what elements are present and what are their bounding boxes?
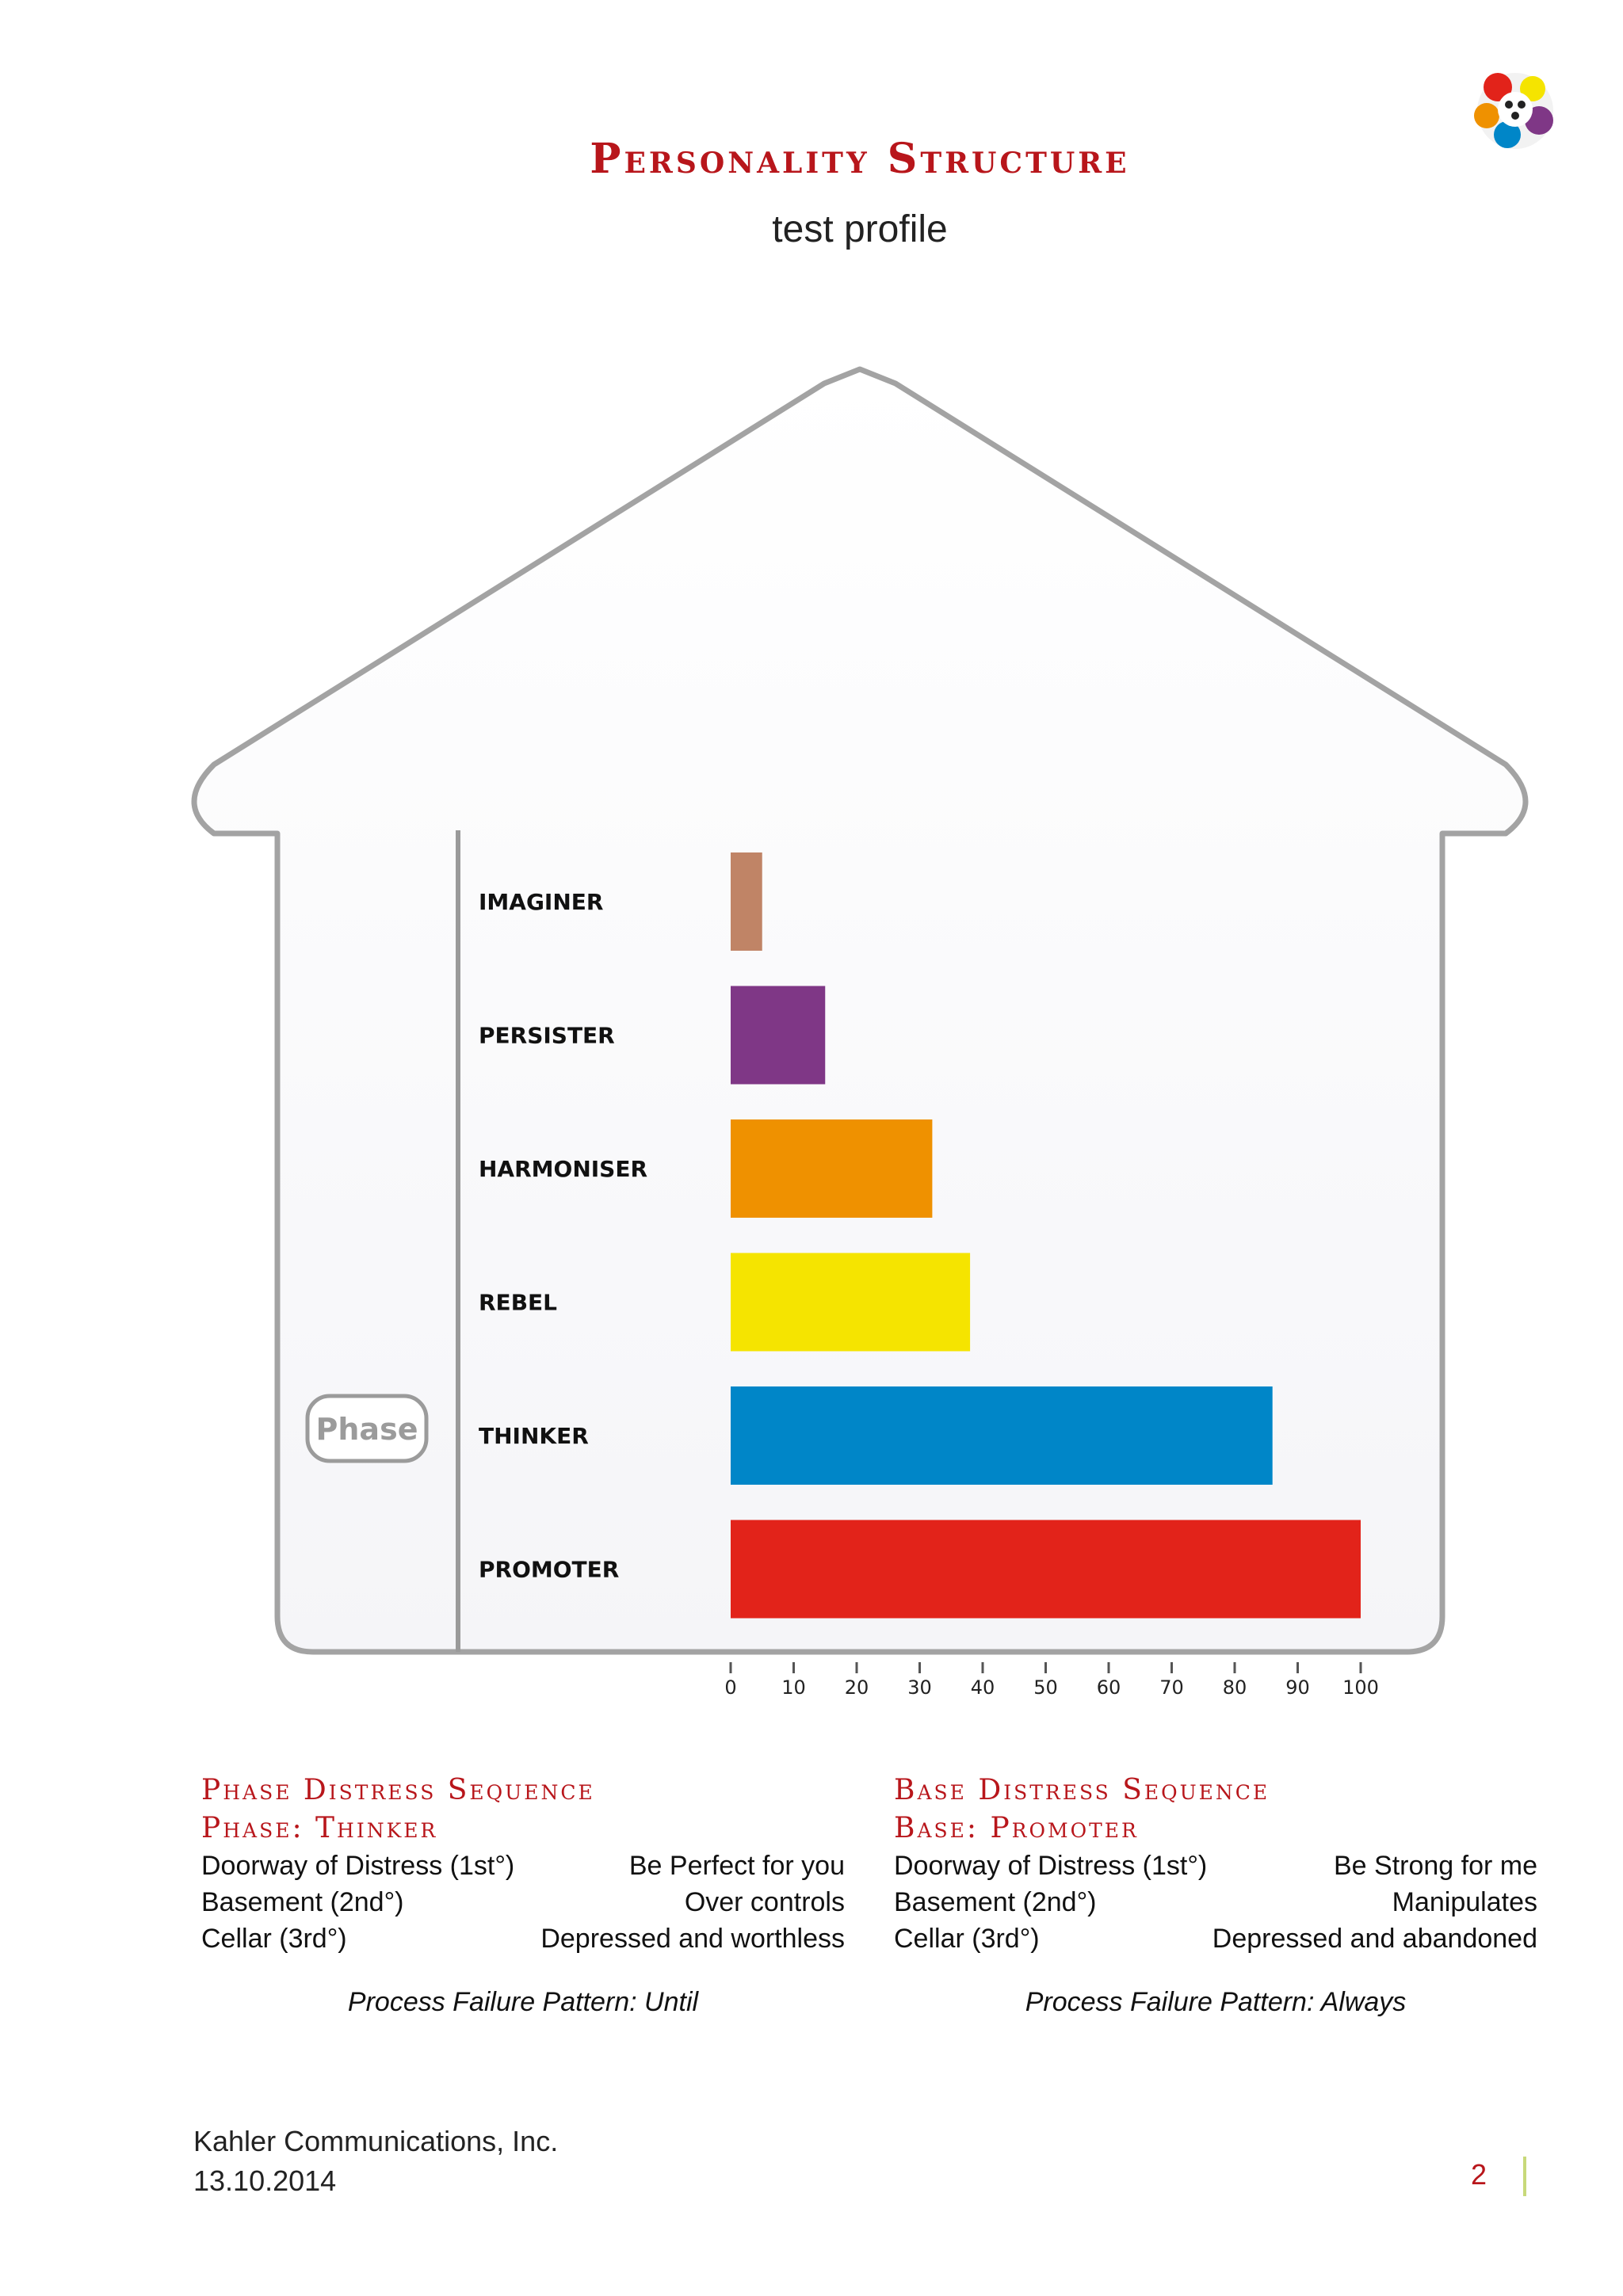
base-row-label: Basement (2nd°)	[894, 1887, 1097, 1917]
bar-harmoniser	[731, 1119, 933, 1218]
x-tick-label: 70	[1159, 1676, 1184, 1699]
base-row-label: Doorway of Distress (1st°)	[894, 1851, 1208, 1881]
x-tick-label: 40	[971, 1676, 995, 1699]
category-label-rebel: REBEL	[479, 1290, 557, 1316]
x-tick-label: 10	[781, 1676, 806, 1699]
footer-company: Kahler Communications, Inc.	[193, 2125, 559, 2157]
page-number-bar	[1523, 2157, 1526, 2196]
page-title: Personality Structure	[590, 135, 1130, 183]
bar-imaginer	[731, 852, 762, 951]
phase-sequence-title: Phase Distress Sequence	[201, 1774, 595, 1806]
phase-row-basement: Basement (2nd°) Over controls	[201, 1884, 845, 1920]
house-outline	[191, 366, 1529, 1655]
x-tick-label: 0	[724, 1676, 736, 1699]
phase-badge: Phase	[305, 1394, 429, 1463]
category-label-persister: PERSISTER	[479, 1023, 615, 1049]
phase-row-value: Depressed and worthless	[540, 1924, 845, 1954]
page-subtitle: test profile	[772, 208, 948, 250]
bar-persister	[731, 986, 826, 1085]
base-row-cellar: Cellar (3rd°) Depressed and abandoned	[894, 1920, 1537, 1957]
phase-row-cellar: Cellar (3rd°) Depressed and worthless	[201, 1920, 845, 1957]
base-row-value: Be Strong for me	[1333, 1851, 1537, 1881]
house-chart: IMAGINER PERSISTER HARMONISER REBEL THINKER P…	[191, 366, 1529, 1699]
base-row-value: Depressed and abandoned	[1212, 1924, 1537, 1954]
chart-plot: IMAGINER PERSISTER HARMONISER REBEL THINKER P…	[479, 852, 1361, 1619]
phase-distress-sequence: Phase Distress Sequence Phase: Thinker D…	[201, 1772, 845, 1957]
x-tick-label: 80	[1223, 1676, 1247, 1699]
x-tick-label: 100	[1342, 1676, 1379, 1699]
x-tick-label: 60	[1097, 1676, 1121, 1699]
base-row-value: Manipulates	[1392, 1887, 1537, 1917]
base-row-label: Cellar (3rd°)	[894, 1924, 1040, 1954]
bar-thinker	[731, 1386, 1273, 1485]
phase-row-value: Over controls	[684, 1887, 845, 1917]
phase-row-value: Be Perfect for you	[628, 1851, 845, 1881]
bar-rebel	[731, 1253, 971, 1352]
x-tick-label: 30	[907, 1676, 932, 1699]
base-sequence-subtitle: Base: Promoter	[894, 1812, 1139, 1844]
phase-process-failure: Process Failure Pattern: Until	[347, 1987, 699, 2017]
base-row-basement: Basement (2nd°) Manipulates	[894, 1884, 1537, 1920]
base-distress-sequence: Base Distress Sequence Base: Promoter Do…	[894, 1772, 1537, 1957]
x-tick-label: 90	[1285, 1676, 1310, 1699]
phase-row-label: Cellar (3rd°)	[201, 1924, 347, 1954]
category-label-harmoniser: HARMONISER	[479, 1156, 647, 1182]
footer-date: 13.10.2014	[193, 2164, 337, 2197]
base-process-failure: Process Failure Pattern: Always	[1025, 1987, 1407, 2017]
category-label-imaginer: IMAGINER	[479, 889, 603, 915]
footer: Kahler Communications, Inc. 13.10.2014	[193, 2122, 558, 2201]
category-label-promoter: PROMOTER	[479, 1557, 619, 1583]
phase-row-doorway: Doorway of Distress (1st°) Be Perfect fo…	[201, 1848, 845, 1884]
x-tick-label: 50	[1033, 1676, 1058, 1699]
phase-row-label: Doorway of Distress (1st°)	[201, 1851, 515, 1881]
base-row-doorway: Doorway of Distress (1st°) Be Strong for…	[894, 1848, 1537, 1884]
x-tick-label: 20	[845, 1676, 869, 1699]
phase-sequence-subtitle: Phase: Thinker	[201, 1812, 438, 1844]
bar-promoter	[731, 1520, 1361, 1619]
colorful-figures-logo-icon	[1474, 73, 1553, 149]
x-axis: 0 10 20 30 40 50 60 70 80 90 100	[724, 1662, 1379, 1699]
base-sequence-title: Base Distress Sequence	[894, 1774, 1270, 1806]
phase-row-label: Basement (2nd°)	[201, 1887, 404, 1917]
category-label-thinker: THINKER	[479, 1423, 589, 1449]
page-number: 2	[1471, 2158, 1487, 2191]
phase-label: Phase	[316, 1412, 418, 1447]
